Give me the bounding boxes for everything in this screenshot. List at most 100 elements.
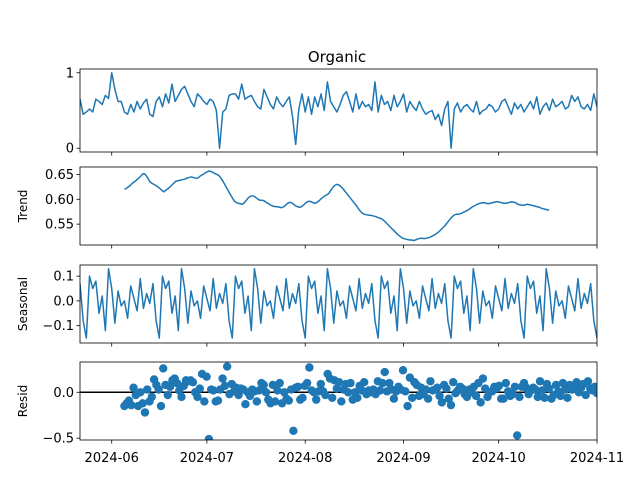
resid-point [234,390,243,400]
resid-point [449,377,458,387]
resid-point [259,380,268,390]
resid-point [558,378,568,388]
resid-point [140,408,150,417]
resid-point [437,398,447,407]
resid-point [359,377,369,387]
resid-point [595,384,597,392]
x-tick-label: 2024-06 [85,451,139,466]
resid-point [385,378,394,388]
plot-area-trend [124,170,550,242]
resid-point [334,377,344,387]
resid-point [533,392,542,402]
axes-frame [79,68,598,153]
resid-point [401,387,410,396]
resid-point [305,363,314,372]
panel-resid: −0.5 0.0 Resid 2024-06 2024-07 2024-08 2024-09… [16,361,624,466]
plot-area-seasonal [80,267,597,339]
resid-point [270,397,280,406]
resid-point [165,382,175,391]
x-tick-label: 2024-10 [472,451,526,466]
resid-point [407,393,417,402]
resid-point [209,386,218,395]
resid-point [544,384,554,393]
resid-point [344,388,353,397]
resid-point [421,385,431,394]
axes-frame [79,361,598,441]
axes-frame [79,264,598,344]
resid-point [572,377,581,387]
resid-point [433,383,442,392]
trend-line [124,170,550,242]
resid-point [143,385,152,394]
resid-point [275,378,284,388]
resid-point [531,385,540,394]
resid-point [159,364,168,373]
x-tick-label: 2024-09 [376,451,430,466]
plot-area-observed [80,72,597,149]
resid-point [289,426,298,436]
resid-point [284,396,294,405]
resid-point [332,384,341,393]
resid-point [321,390,330,400]
resid-point [273,386,282,395]
axes-frame [79,166,598,246]
resid-point [538,386,547,395]
resid-point [312,395,321,404]
resid-point [581,390,590,400]
resid-point [252,397,262,406]
y-axis-label: Seasonal [16,277,30,331]
resid-point [202,372,211,381]
panel-trend: 0.55 0.60 0.65 Trend [16,166,598,249]
resid-point [444,394,453,403]
panel-seasonal: −0.1 0.0 0.1 Seasonal [16,264,598,347]
resid-point [268,380,278,390]
y-axis-label: Trend [16,190,30,224]
resid-point [298,393,307,402]
resid-point [494,381,504,391]
resid-point [375,386,385,395]
resid-point [156,401,166,411]
resid-point [380,367,389,377]
resid-point [378,378,387,388]
resid-point [222,362,232,371]
y-tick-label: 0.55 [45,218,74,233]
plot-area-resid [80,362,597,440]
resid-point [213,396,223,405]
resid-point [435,391,444,401]
resid-point [241,400,250,409]
observed-line [80,72,597,149]
resid-point [535,377,545,386]
resid-point [163,390,172,400]
resid-point [328,393,337,402]
resid-point [398,366,408,375]
x-tick-label: 2024-11 [570,451,624,466]
resid-point [426,377,435,386]
resid-point [499,394,508,403]
resid-point [218,374,227,383]
resid-point [193,392,202,402]
resid-point [556,391,565,401]
y-axis-label: Resid [16,385,30,417]
y-tick-label: 1 [66,66,74,81]
seasonal-line [80,267,597,339]
y-tick-label: 0.65 [45,168,74,183]
x-tick-label: 2024-08 [278,451,332,466]
resid-point [147,392,157,402]
chart-title: Organic [308,48,366,66]
resid-point [195,384,204,393]
resid-point [510,382,520,391]
resid-point [177,392,186,402]
x-tick-label: 2024-07 [180,451,234,466]
y-tick-label: 0.1 [53,270,74,285]
resid-point [261,388,271,397]
resid-point [136,388,145,397]
y-tick-label: −0.5 [42,432,74,447]
y-tick-label: 0.0 [53,386,74,401]
resid-point [513,431,522,440]
resid-point [403,401,412,411]
panel-observed: 01 [66,66,598,157]
resid-point [127,400,136,410]
resid-point [204,434,214,440]
resid-point [138,399,147,408]
